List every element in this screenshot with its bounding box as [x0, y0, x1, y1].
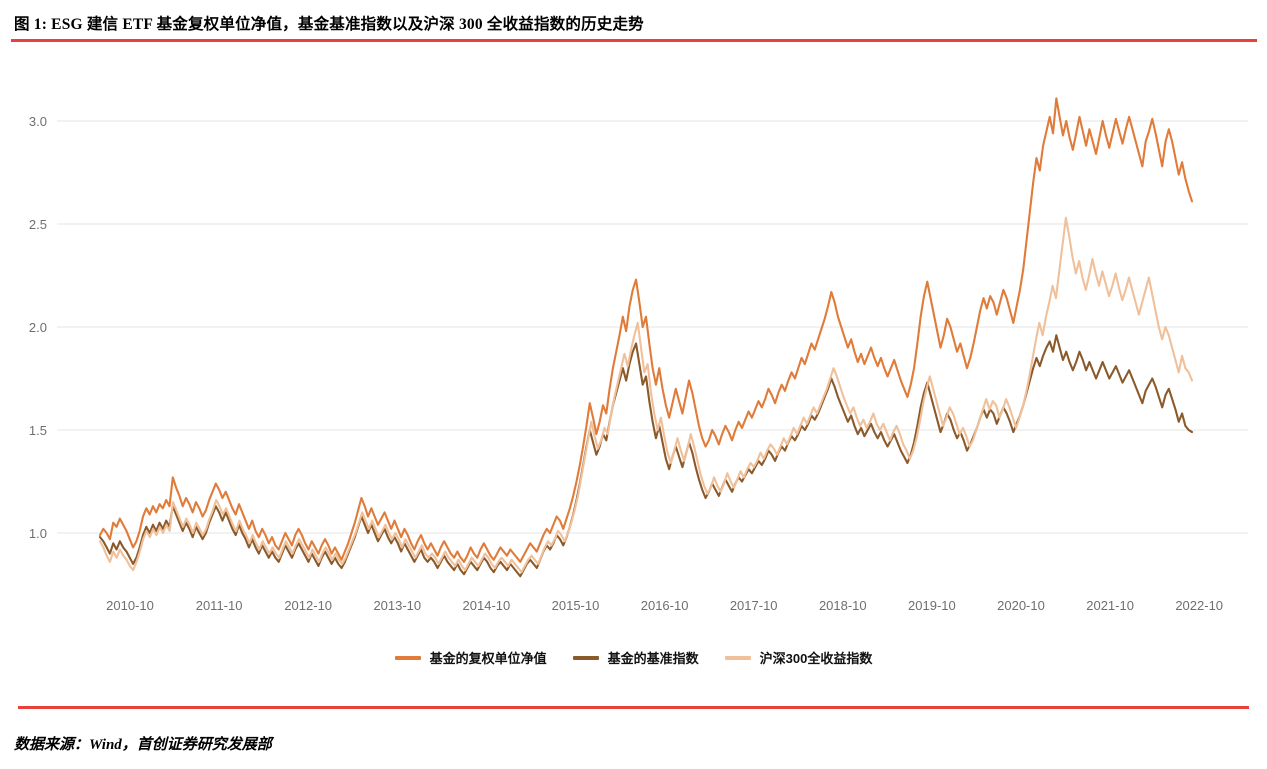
legend-item[interactable]: 基金的复权单位净值	[394, 648, 547, 667]
legend-label: 基金的基准指数	[607, 651, 699, 666]
chart-container: 1.0 1.5 2.0 2.5 3.0 2010-10 2011-10 2012-10 201…	[0, 48, 1267, 648]
x-tick-label: 2011-10	[196, 598, 243, 613]
legend-swatch-1	[572, 655, 599, 660]
y-tick-label: 2.0	[29, 320, 47, 335]
x-tick-label: 2010-10	[106, 598, 154, 613]
y-tick-label: 1.0	[29, 526, 47, 541]
x-tick-label: 2013-10	[373, 598, 421, 613]
chart-legend: 基金的复权单位净值 基金的基准指数 沪深300全收益指数	[0, 648, 1267, 667]
source-note: 数据来源：Wind，首创证券研究发展部	[14, 737, 272, 753]
legend-label: 基金的复权单位净值	[429, 651, 547, 666]
x-tick-label: 2018-10	[819, 598, 867, 613]
legend-swatch-2	[724, 655, 751, 660]
x-tick-label: 2022-10	[1175, 598, 1223, 613]
gridlines	[57, 120, 1248, 534]
series-line-1	[98, 334, 1194, 578]
series-line-0	[98, 97, 1194, 563]
y-tick-label: 3.0	[29, 114, 47, 129]
legend-swatch-0	[394, 655, 421, 660]
legend-item[interactable]: 沪深300全收益指数	[724, 648, 873, 667]
x-tick-label: 2021-10	[1086, 598, 1134, 613]
y-axis-tick-labels: 1.0 1.5 2.0 2.5 3.0	[29, 114, 47, 541]
title-divider	[11, 39, 1257, 42]
x-tick-label: 2016-10	[641, 598, 689, 613]
x-tick-label: 2020-10	[997, 598, 1045, 613]
footer-divider	[18, 706, 1249, 709]
x-tick-label: 2012-10	[284, 598, 332, 613]
legend-label: 沪深300全收益指数	[759, 651, 873, 666]
series-lines	[98, 97, 1194, 578]
x-tick-label: 2019-10	[908, 598, 956, 613]
y-tick-label: 2.5	[29, 217, 47, 232]
line-chart: 1.01.52.02.53.0 2010-10 2011-10 2012-10 201…	[29, 97, 1248, 613]
series-line-2	[98, 216, 1194, 574]
x-tick-label: 2017-10	[730, 598, 778, 613]
legend-item[interactable]: 基金的基准指数	[572, 648, 699, 667]
x-tick-label: 2014-10	[463, 598, 511, 613]
x-tick-label: 2015-10	[552, 598, 600, 613]
y-tick-label: 1.5	[29, 423, 47, 438]
page-title: 图 1: ESG 建信 ETF 基金复权单位净值，基金基准指数以及沪深 300 …	[14, 16, 644, 33]
x-axis-tick-labels: 2010-10 2011-10 2012-10 2013-10 2014-10 2015-…	[106, 598, 1223, 613]
